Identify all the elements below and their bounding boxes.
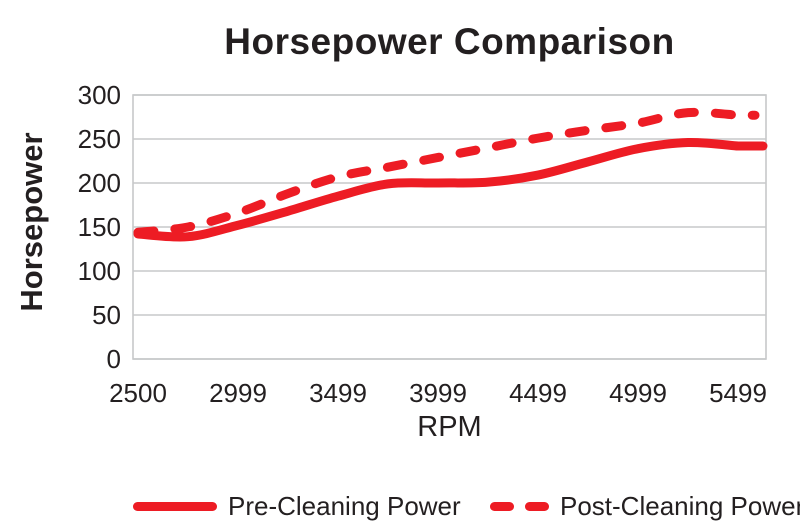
x-tick-label: 2999 <box>209 378 267 408</box>
legend-label-pre-cleaning: Pre-Cleaning Power <box>228 490 461 521</box>
y-axis-title: Horsepower <box>14 132 49 312</box>
x-axis-title: RPM <box>417 411 482 443</box>
x-tick-label: 4999 <box>609 378 667 408</box>
y-tick-label: 250 <box>78 124 121 154</box>
solid-line-swatch-icon <box>133 501 217 511</box>
x-tick-label: 4499 <box>509 378 567 408</box>
y-tick-label: 150 <box>78 212 121 242</box>
y-tick-label: 50 <box>92 300 121 330</box>
plot-border <box>132 94 767 360</box>
series-line-pre-cleaning <box>133 138 768 242</box>
dashed-line-swatch-icon <box>490 501 549 511</box>
y-tick-label: 0 <box>107 344 121 374</box>
legend-item-post-cleaning: Post-Cleaning Power <box>490 490 800 521</box>
legend-label-post-cleaning: Post-Cleaning Power <box>560 490 800 521</box>
series-line-post-cleaning <box>133 107 760 237</box>
x-tick-label: 5499 <box>709 378 767 408</box>
x-tick-label: 2500 <box>109 378 167 408</box>
chart-title: Horsepower Comparison <box>224 21 675 62</box>
legend-item-pre-cleaning: Pre-Cleaning Power <box>133 490 461 521</box>
x-tick-label: 3499 <box>309 378 367 408</box>
y-tick-label: 300 <box>78 80 121 110</box>
y-tick-label: 200 <box>78 168 121 198</box>
y-tick-label: 100 <box>78 256 121 286</box>
x-tick-label: 3999 <box>409 378 467 408</box>
